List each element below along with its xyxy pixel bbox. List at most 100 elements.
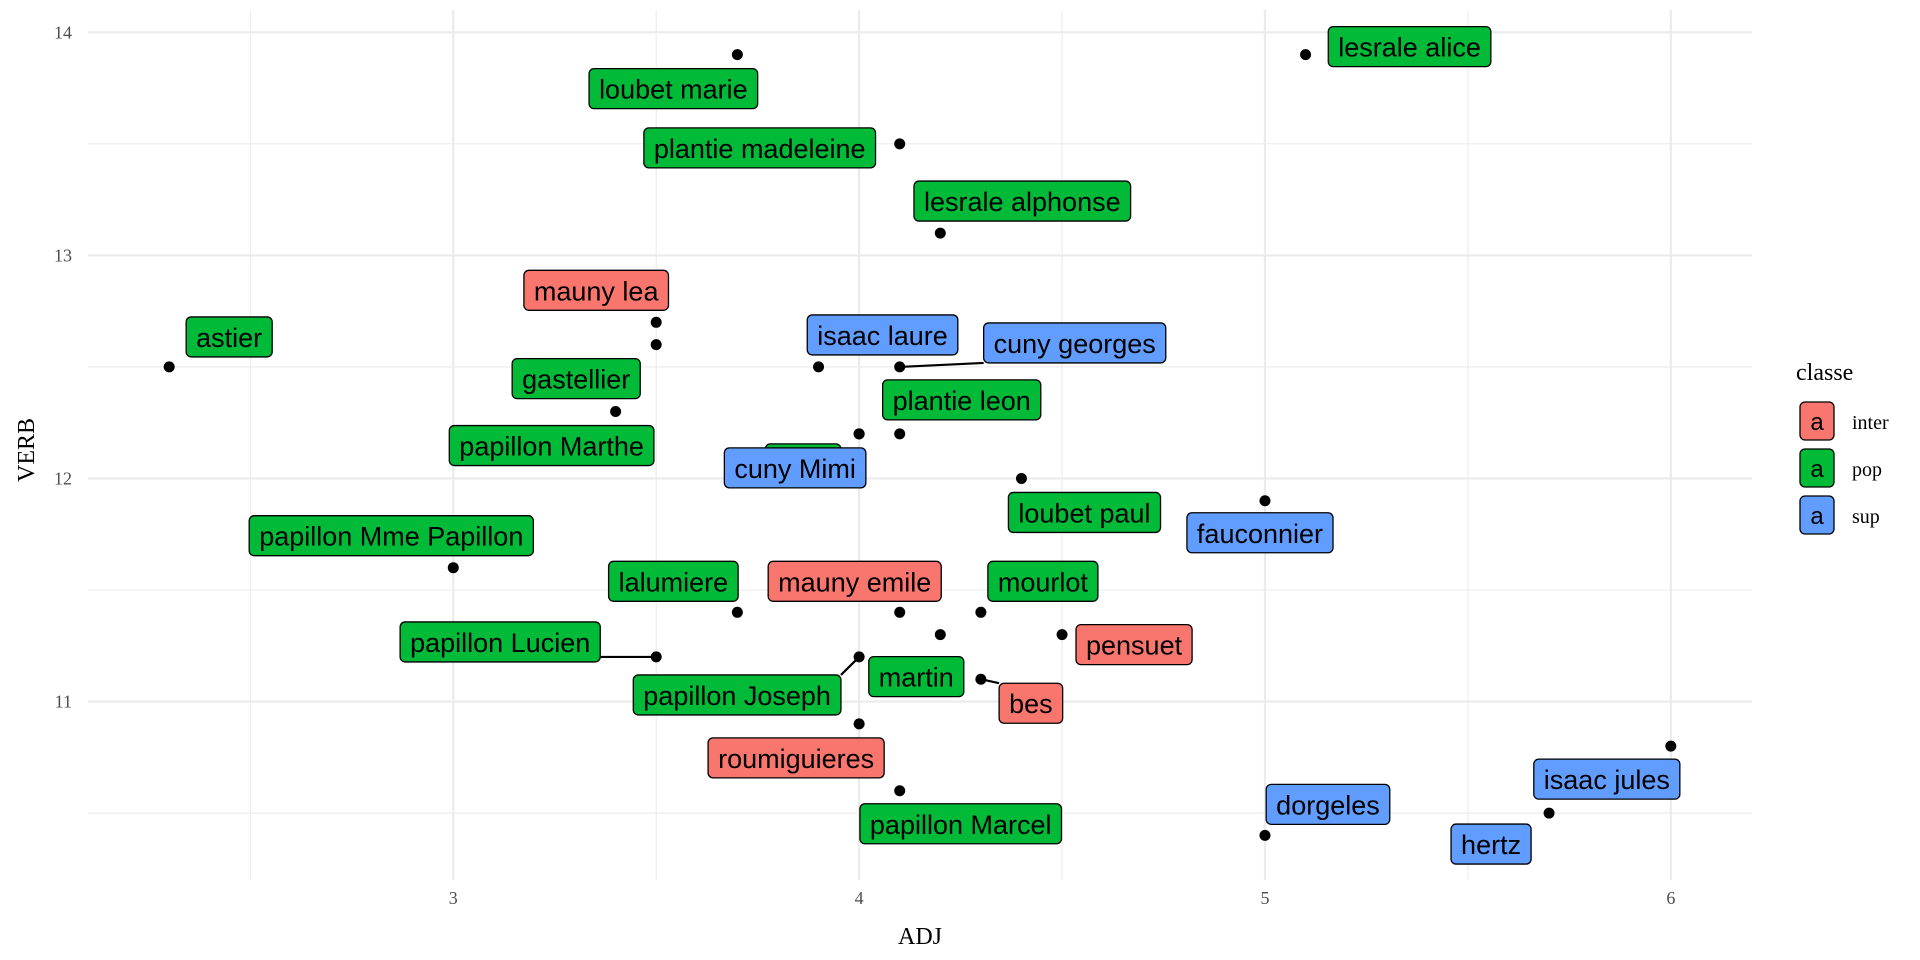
x-tick-label: 6	[1666, 888, 1675, 908]
point-label: cuny Mimi	[723, 447, 867, 489]
point-label: gastellier	[511, 357, 641, 400]
point-label-box	[185, 316, 273, 358]
point-labels: lesrale alice loubet marie plantie madelei…	[185, 25, 1681, 865]
point-label-box	[767, 560, 942, 602]
data-point	[1543, 807, 1555, 819]
point-label-box	[588, 67, 759, 110]
legend-key-glyph: a	[1810, 409, 1824, 436]
point-label-text: papillon Marthe	[459, 432, 644, 462]
data-point	[650, 339, 662, 351]
point-label: papillon Marcel	[859, 803, 1063, 845]
legend-label-sup: sup	[1852, 506, 1880, 528]
point-label-box	[399, 621, 601, 663]
point-label: mauny emile	[767, 560, 942, 602]
data-point	[975, 673, 987, 685]
point-label-text: astier	[196, 323, 262, 353]
point-label-text: gastellier	[522, 365, 630, 395]
point-label-box	[723, 447, 867, 489]
point-label-box	[987, 560, 1099, 602]
point-label: hertz	[1450, 823, 1532, 865]
point-label-box	[511, 357, 641, 400]
point-label-text: mauny emile	[778, 567, 931, 597]
data-point	[650, 316, 662, 328]
data-point	[975, 606, 987, 618]
point-label-box	[881, 379, 1042, 421]
data-point	[1259, 495, 1271, 507]
data-point	[894, 606, 906, 618]
point-label: martin	[868, 655, 965, 698]
data-point	[163, 361, 175, 373]
x-tick-label: 4	[855, 888, 864, 908]
point-label: papillon Mme Papillon	[248, 515, 534, 557]
data-point	[1259, 829, 1271, 841]
point-label-text: loubet paul	[1018, 498, 1150, 528]
legend-label-inter: inter	[1852, 412, 1889, 434]
data-point	[610, 406, 622, 418]
point-label-text: plantie madeleine	[654, 134, 866, 164]
point-label: roumiguieres	[707, 737, 885, 779]
legend-label-pop: pop	[1852, 459, 1882, 481]
point-label-text: martin	[879, 663, 954, 693]
point-label: mourlot	[987, 560, 1099, 602]
legend-key-glyph: a	[1810, 503, 1824, 530]
data-point	[813, 361, 825, 373]
x-tick-label: 3	[449, 888, 458, 908]
point-label-box	[523, 269, 670, 311]
point-label-text: fauconnier	[1197, 519, 1323, 549]
point-label: astier	[185, 316, 273, 358]
point-label-box	[1186, 512, 1334, 554]
point-label: cuny georges	[983, 322, 1167, 364]
data-points	[163, 49, 1677, 841]
y-tick-label: 13	[54, 245, 72, 265]
x-axis-title: ADJ	[898, 924, 942, 950]
data-point	[731, 49, 743, 61]
data-point	[934, 629, 946, 641]
data-point	[1056, 629, 1068, 641]
point-label-box	[983, 322, 1167, 364]
data-point	[853, 428, 865, 440]
point-label: papillon Joseph	[632, 674, 842, 716]
point-label: dorgeles	[1265, 783, 1391, 826]
point-label: plantie madeleine	[643, 127, 877, 169]
point-label: papillon Marthe	[448, 424, 655, 467]
data-point	[1015, 472, 1027, 484]
point-label-text: lesrale alphonse	[924, 187, 1121, 217]
point-label-box	[1265, 783, 1391, 826]
y-tick-label: 12	[54, 468, 72, 488]
point-label-text: mourlot	[998, 567, 1089, 597]
point-label-text: lalumiere	[619, 567, 729, 597]
point-label-box	[448, 424, 655, 467]
point-label-box	[868, 655, 965, 698]
point-label: lesrale alphonse	[913, 180, 1132, 222]
point-label: isaac jules	[1533, 758, 1681, 800]
point-label-box	[1450, 823, 1532, 865]
point-label-text: papillon Lucien	[410, 628, 590, 658]
point-label-box	[707, 737, 885, 779]
point-label: isaac laure	[806, 314, 959, 356]
point-label-text: hertz	[1461, 830, 1521, 860]
point-label: fauconnier	[1186, 512, 1334, 554]
point-label-box	[1327, 25, 1492, 68]
y-axis-title: VERB	[14, 418, 40, 482]
legend-key-pop	[1799, 448, 1835, 488]
y-axis-ticks: 11 12 13 14	[54, 22, 72, 711]
data-point	[853, 651, 865, 663]
y-tick-label: 14	[54, 22, 72, 42]
x-tick-label: 5	[1260, 888, 1269, 908]
legend: classe a inter a pop a sup	[1796, 360, 1889, 535]
point-label-text: papillon Marcel	[870, 810, 1052, 840]
data-point	[853, 718, 865, 730]
data-point	[1665, 740, 1677, 752]
data-point	[894, 428, 906, 440]
point-label-text: papillon Joseph	[643, 681, 831, 711]
point-label: loubet marie	[588, 67, 759, 110]
point-label-text: plantie leon	[893, 386, 1031, 416]
data-point	[731, 606, 743, 618]
point-label-box	[1075, 623, 1193, 666]
point-label: loubet paul	[1007, 491, 1162, 534]
point-label-text: pensuet	[1086, 631, 1183, 661]
data-point	[934, 227, 946, 239]
data-point	[447, 562, 459, 574]
data-point	[894, 361, 906, 373]
